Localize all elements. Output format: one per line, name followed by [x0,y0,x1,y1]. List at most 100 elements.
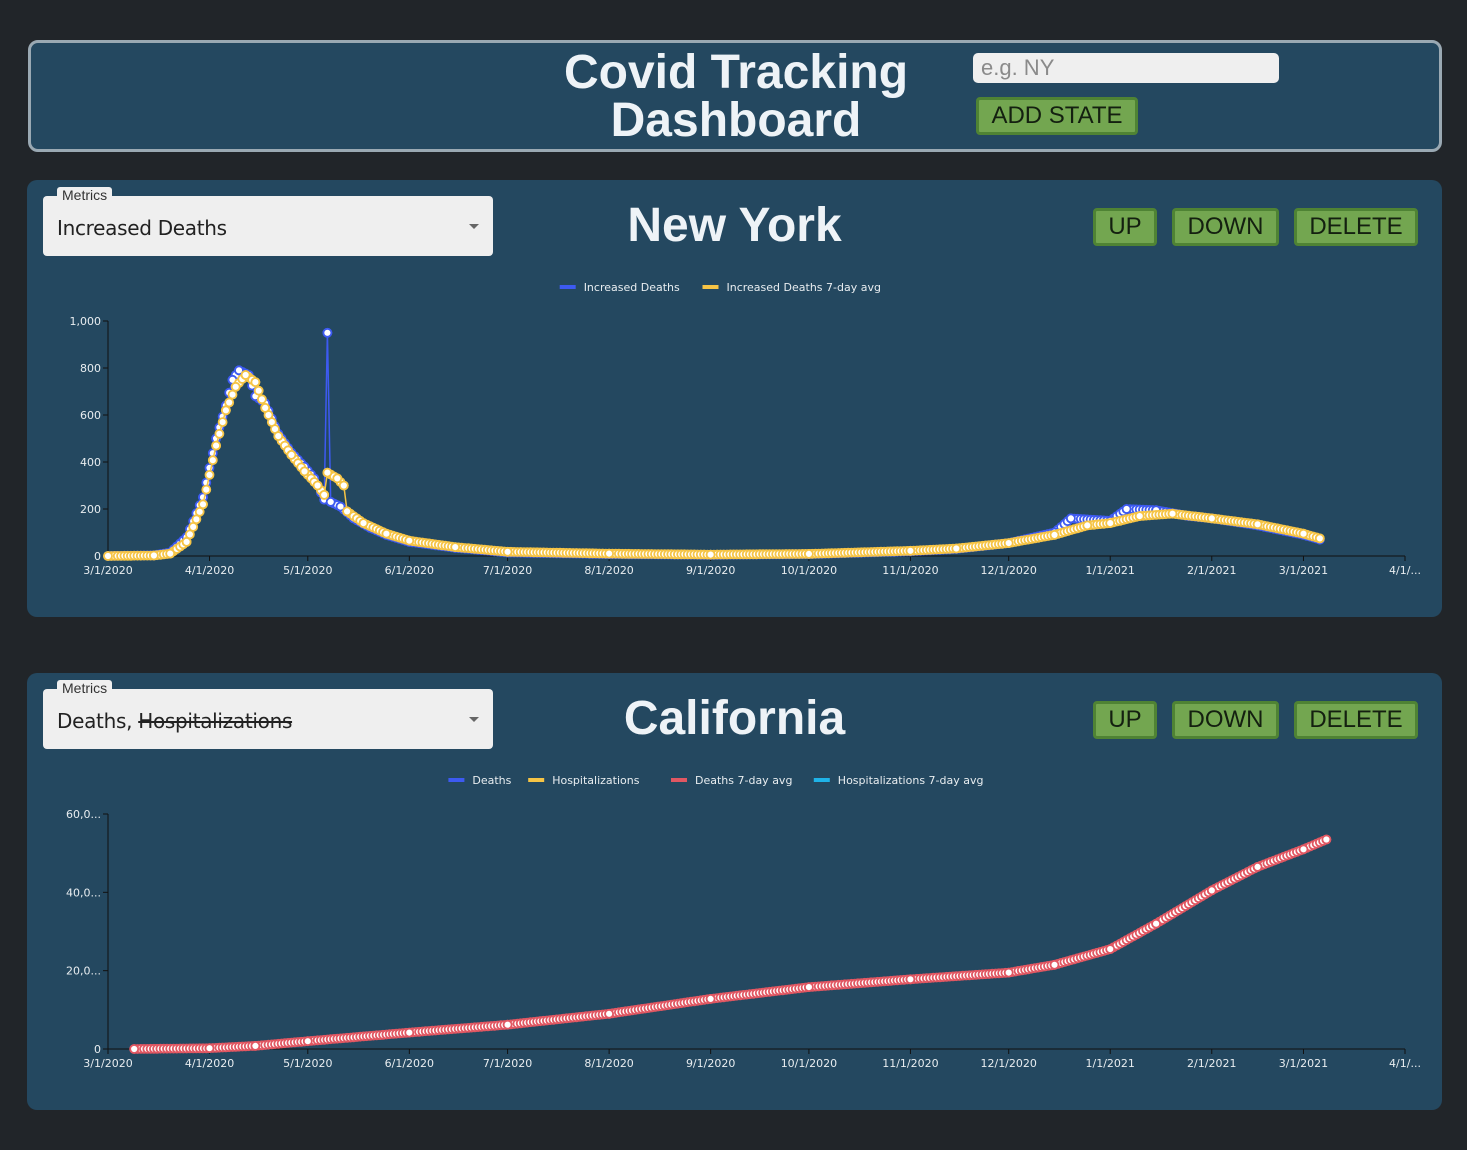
data-point [905,545,916,556]
chart-legend: Increased Deaths Increased Deaths 7-day a… [559,281,881,294]
metrics-selected: Increased Deaths [57,216,227,240]
x-tick-label: 4/1/2020 [185,1057,234,1070]
x-tick-label: 12/1/2020 [980,564,1036,577]
data-point [705,549,716,560]
data-point [165,548,176,559]
chart-new-york: Increased Deaths Increased Deaths 7-day a… [70,281,1421,577]
x-tick-label: 1/1/2021 [1086,564,1135,577]
data-point [260,402,271,413]
series-line [134,838,1327,1050]
legend-entry: Hospitalizations 7-day avg [838,774,984,787]
x-tick-label: 3/1/2020 [83,564,132,577]
data-point [1049,529,1060,540]
data-point [381,528,392,539]
delete-button[interactable]: DELETE [1294,701,1418,739]
caret-down-icon [469,224,479,229]
data-point [312,480,323,491]
legend-swatch [671,778,687,782]
data-point [322,327,333,338]
legend-entry: Hospitalizations [552,774,640,787]
data-point [1151,918,1161,929]
data-point [1298,528,1309,539]
x-tick-label: 10/1/2020 [781,1057,837,1070]
data-point [240,370,251,380]
data-point [1082,520,1093,531]
data-point [302,1036,313,1047]
state-panel-california: Metrics Deaths, Hospitalizations Califor… [27,673,1442,1110]
y-tick-label: 1,000 [70,315,102,328]
data-point [256,394,267,405]
metrics-label: Metrics [57,187,113,203]
series-deaths-7-day-avg [129,834,1332,1054]
x-tick-label: 2/1/2021 [1187,1057,1236,1070]
state-input[interactable] [973,53,1279,83]
data-point [273,431,284,442]
x-tick-label: 3/1/2020 [83,1057,132,1070]
legend-swatch [813,778,830,782]
data-point [198,499,208,510]
y-tick-label: 20,0... [66,965,101,978]
data-point [335,501,346,512]
x-tick-label: 8/1/2020 [584,1057,633,1070]
up-button[interactable]: UP [1093,208,1157,246]
add-state-button[interactable]: ADD STATE [976,97,1138,135]
metrics-selected: Deaths, [57,709,139,733]
y-tick-label: 400 [80,456,101,469]
x-tick-label: 4/1/2020 [185,564,234,577]
legend-entry: Increased Deaths [584,281,680,294]
data-point [705,993,716,1004]
data-point [905,974,916,985]
legend-swatch [702,285,719,289]
metrics-value: Increased Deaths [57,216,227,240]
y-tick-label: 600 [80,409,101,422]
metrics-select[interactable]: Metrics Deaths, Hospitalizations [43,680,493,749]
data-point [234,365,244,376]
data-point [804,982,814,993]
data-point [286,449,297,460]
x-tick-label: 12/1/2020 [980,1057,1036,1070]
data-point [404,535,415,546]
data-point [250,377,261,388]
data-point [1252,861,1263,872]
data-point [1066,513,1076,524]
data-point [217,417,228,428]
delete-button[interactable]: DELETE [1294,208,1418,246]
metrics-select[interactable]: Metrics Increased Deaths [43,187,493,256]
chart-california: Deaths Hospitalizations Deaths 7-day avg Ho… [66,774,1421,1070]
data-point [214,428,225,439]
down-button[interactable]: DOWN [1172,208,1279,246]
data-point [404,1027,415,1038]
data-point [204,1043,215,1054]
data-point [1105,944,1116,955]
x-tick-label: 6/1/2020 [385,564,434,577]
data-point [1298,844,1309,855]
data-point [207,455,218,466]
data-point [1206,885,1217,896]
legend-entry: Deaths [472,774,511,787]
y-tick-label: 800 [80,362,101,375]
legend-swatch [528,778,545,782]
data-point [319,489,330,500]
data-point [450,542,461,553]
data-point [332,473,343,484]
x-tick-label: 7/1/2020 [483,564,532,577]
x-tick-label: 3/1/2021 [1279,1057,1328,1070]
title-line-2: Dashboard [610,94,862,147]
data-point [804,548,814,559]
up-button[interactable]: UP [1093,701,1157,739]
data-point [338,480,349,491]
data-point [1321,834,1332,845]
data-point [604,548,614,559]
x-tick-label: 4/1/... [1389,1057,1421,1070]
y-tick-label: 0 [94,550,101,563]
down-button[interactable]: DOWN [1172,701,1279,739]
y-tick-label: 200 [80,503,101,516]
data-point [253,385,264,396]
series-line [107,373,1321,557]
state-title: California [623,692,846,745]
metrics-label: Metrics [57,680,113,696]
data-point [230,381,241,392]
data-point [103,551,113,561]
x-tick-label: 9/1/2020 [686,564,735,577]
data-point [604,1008,614,1019]
